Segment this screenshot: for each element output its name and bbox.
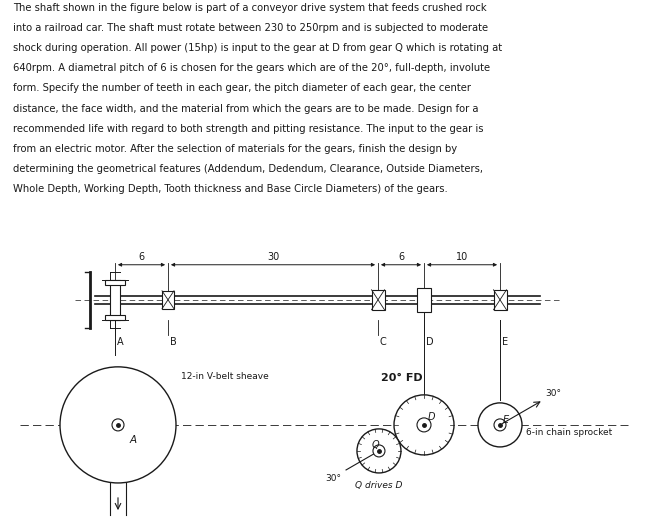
- Text: C: C: [380, 337, 387, 347]
- Text: E: E: [502, 337, 508, 347]
- Text: Q: Q: [371, 440, 379, 450]
- Bar: [162, 291, 174, 309]
- Text: into a railroad car. The shaft must rotate between 230 to 250rpm and is subjecte: into a railroad car. The shaft must rota…: [13, 23, 488, 33]
- Text: 640rpm. A diametral pitch of 6 is chosen for the gears which are of the 20°, ful: 640rpm. A diametral pitch of 6 is chosen…: [13, 63, 490, 73]
- Text: 6: 6: [139, 252, 145, 262]
- Text: 30°: 30°: [546, 389, 561, 398]
- Text: 6-in chain sprocket: 6-in chain sprocket: [526, 428, 612, 437]
- Text: D: D: [428, 412, 435, 422]
- Text: D: D: [426, 337, 434, 347]
- Bar: [105, 315, 125, 320]
- Text: distance, the face width, and the material from which the gears are to be made. : distance, the face width, and the materi…: [13, 103, 478, 113]
- Circle shape: [394, 395, 454, 455]
- Text: A: A: [117, 337, 124, 347]
- Bar: [371, 290, 384, 310]
- Text: 20° FD: 20° FD: [380, 373, 422, 383]
- Bar: [105, 280, 125, 285]
- Circle shape: [60, 367, 176, 483]
- Text: from an electric motor. After the selection of materials for the gears, finish t: from an electric motor. After the select…: [13, 144, 457, 154]
- Text: form. Specify the number of teeth in each gear, the pitch diameter of each gear,: form. Specify the number of teeth in eac…: [13, 83, 471, 93]
- Circle shape: [112, 419, 124, 431]
- Text: 10: 10: [456, 252, 468, 262]
- Text: 30: 30: [267, 252, 279, 262]
- Text: The shaft shown in the figure below is part of a conveyor drive system that feed: The shaft shown in the figure below is p…: [13, 3, 487, 13]
- Circle shape: [494, 419, 506, 431]
- Text: 12-in V-belt sheave: 12-in V-belt sheave: [181, 372, 269, 381]
- Text: Q drives D: Q drives D: [355, 481, 402, 490]
- Circle shape: [373, 445, 385, 457]
- Bar: [494, 290, 507, 310]
- Bar: [417, 288, 431, 312]
- Text: 6: 6: [398, 252, 404, 262]
- Circle shape: [357, 429, 401, 473]
- Text: recommended life with regard to both strength and pitting resistance. The input : recommended life with regard to both str…: [13, 124, 483, 134]
- Text: A: A: [130, 435, 137, 445]
- Text: 30°: 30°: [325, 474, 341, 483]
- Bar: [110, 280, 120, 320]
- Circle shape: [417, 418, 431, 432]
- Text: Whole Depth, Working Depth, Tooth thickness and Base Circle Diameters) of the ge: Whole Depth, Working Depth, Tooth thickn…: [13, 184, 448, 195]
- Text: shock during operation. All power (15hp) is input to the gear at D from gear Q w: shock during operation. All power (15hp)…: [13, 43, 502, 53]
- Text: determining the geometrical features (Addendum, Dedendum, Clearance, Outside Dia: determining the geometrical features (Ad…: [13, 164, 483, 174]
- Circle shape: [478, 403, 522, 447]
- Text: E: E: [503, 415, 509, 425]
- Text: B: B: [170, 337, 177, 347]
